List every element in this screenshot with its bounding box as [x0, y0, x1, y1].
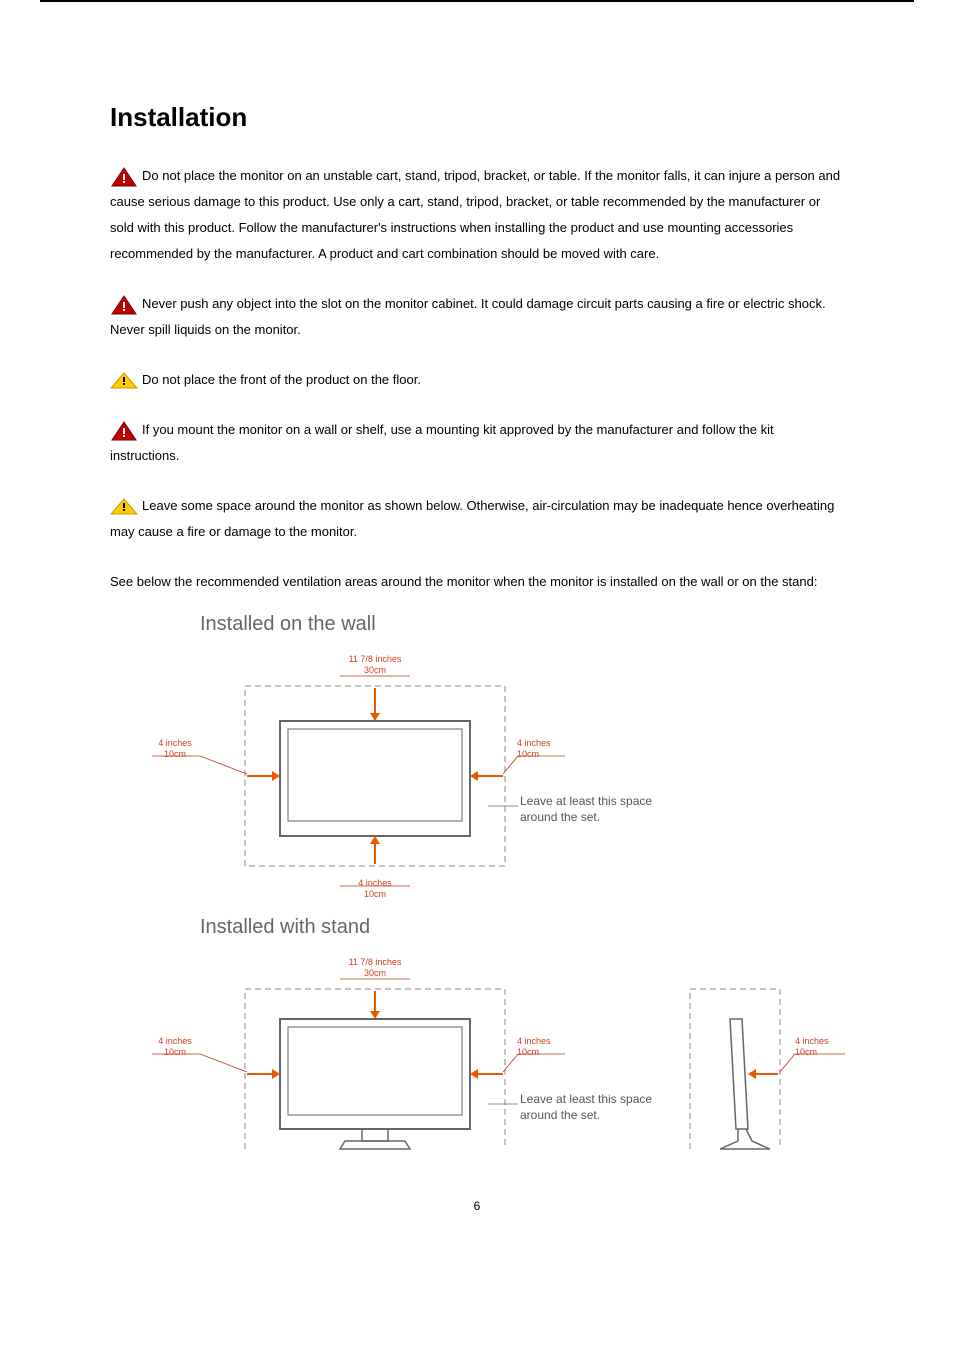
d1-bottom-label: 4 inches10cm [340, 878, 410, 900]
warning-triangle-red-icon [110, 294, 138, 316]
warning-4-text: If you mount the monitor on a wall or sh… [110, 422, 774, 463]
warning-1: Do not place the monitor on an unstable … [110, 163, 844, 267]
d1-left-label: 4 inches10cm [150, 738, 200, 760]
warning-4: If you mount the monitor on a wall or sh… [110, 417, 844, 469]
warning-3: Do not place the front of the product on… [110, 367, 844, 393]
warning-5: Leave some space around the monitor as s… [110, 493, 844, 545]
warning-5-text: Leave some space around the monitor as s… [110, 498, 834, 539]
d2-note: Leave at least this space around the set… [520, 1092, 690, 1123]
diagram-2: 11 7/8 inches30cm 4 inches10cm 4 inches1… [140, 949, 844, 1189]
instruction-text: See below the recommended ventilation ar… [110, 569, 844, 595]
diagram-2-title: Installed with stand [200, 916, 844, 939]
page-title: Installation [110, 102, 844, 133]
d2-top-label: 11 7/8 inches30cm [340, 957, 410, 979]
warning-triangle-yellow-icon [110, 498, 138, 516]
warning-3-text: Do not place the front of the product on… [142, 372, 421, 387]
warning-2-text: Never push any object into the slot on t… [110, 296, 826, 337]
warning-2: Never push any object into the slot on t… [110, 291, 844, 343]
warning-1-text: Do not place the monitor on an unstable … [110, 168, 840, 261]
d1-right-label: 4 inches10cm [517, 738, 567, 760]
warning-triangle-red-icon [110, 420, 138, 442]
d1-top-label: 11 7/8 inches30cm [340, 654, 410, 676]
d2-mid-label: 4 inches10cm [517, 1036, 567, 1058]
warning-triangle-red-icon [110, 166, 138, 188]
diagram-1: 11 7/8 inches30cm 4 inches10cm 4 inches1… [140, 646, 844, 916]
diagram-1-title: Installed on the wall [200, 613, 844, 636]
page-number: 6 [110, 1199, 844, 1213]
d1-note: Leave at least this space around the set… [520, 794, 690, 825]
warning-triangle-yellow-icon [110, 372, 138, 390]
d2-left-label: 4 inches10cm [150, 1036, 200, 1058]
d2-side-label: 4 inches10cm [795, 1036, 845, 1058]
